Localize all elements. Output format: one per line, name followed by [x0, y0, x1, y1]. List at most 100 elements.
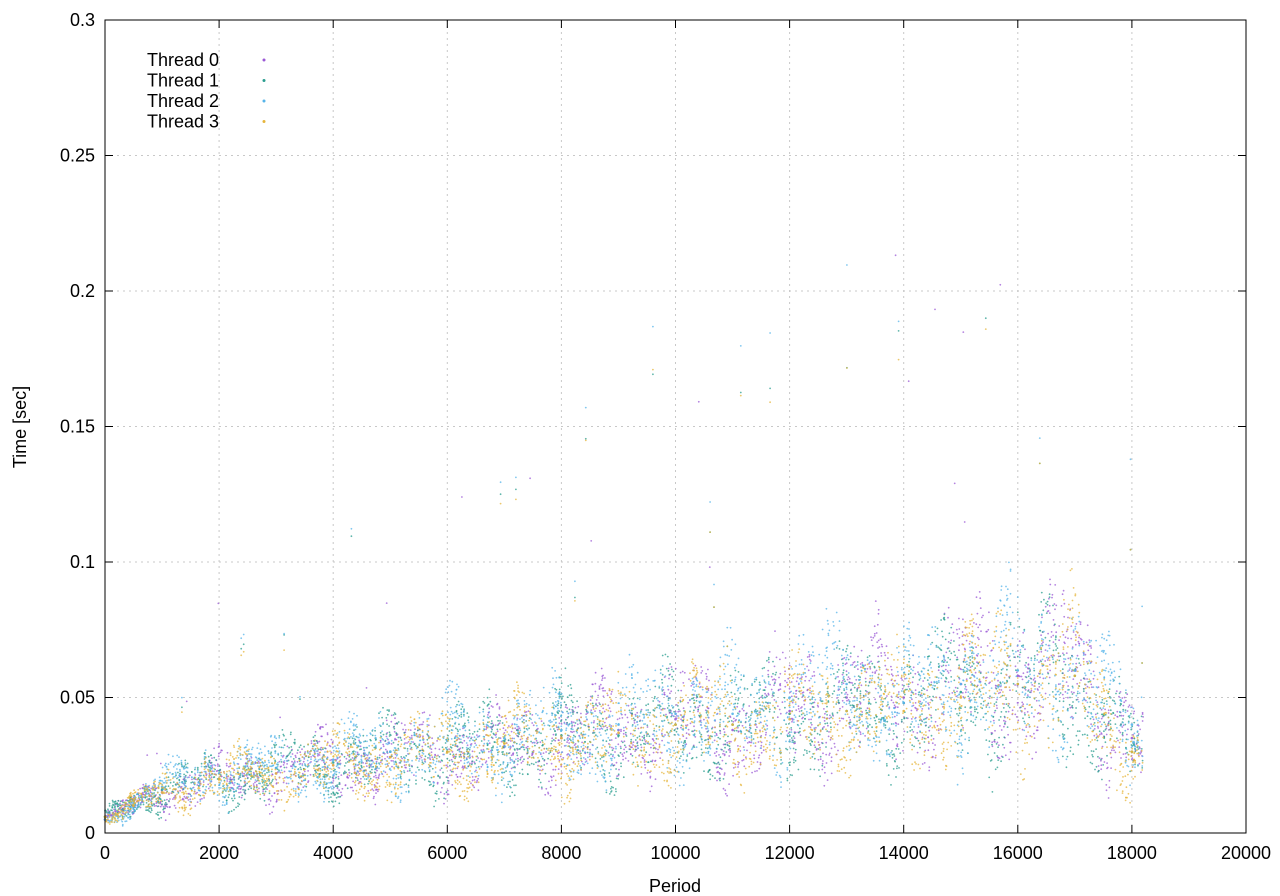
data-point	[647, 703, 650, 706]
data-point	[629, 753, 632, 756]
data-point	[317, 723, 319, 726]
data-point	[753, 754, 755, 756]
data-point	[1101, 778, 1103, 781]
data-point	[608, 746, 611, 748]
data-point	[226, 751, 229, 754]
data-point	[1033, 732, 1035, 735]
data-point	[468, 729, 471, 731]
data-point	[894, 721, 897, 724]
data-point	[698, 741, 701, 744]
data-point	[840, 692, 843, 694]
data-point	[1025, 726, 1028, 728]
data-point	[742, 703, 745, 705]
data-point	[914, 706, 917, 709]
data-point	[748, 741, 751, 743]
data-point	[961, 631, 964, 633]
data-point	[634, 713, 637, 716]
data-point	[758, 681, 761, 684]
data-point	[859, 733, 862, 736]
data-point	[139, 806, 142, 809]
data-point	[661, 673, 664, 676]
data-point	[707, 707, 710, 710]
data-point	[837, 664, 839, 666]
data-point	[581, 737, 584, 739]
data-point	[711, 775, 714, 777]
data-point	[549, 786, 552, 789]
data-point	[607, 704, 610, 707]
data-point	[299, 766, 302, 769]
data-point	[368, 766, 371, 769]
data-point	[887, 701, 889, 703]
data-point	[199, 771, 202, 774]
data-point	[658, 743, 661, 746]
data-point	[612, 747, 615, 750]
data-point	[733, 693, 736, 695]
data-point	[1112, 711, 1114, 714]
data-point	[578, 719, 581, 722]
data-point	[438, 798, 440, 800]
data-point	[1096, 701, 1099, 703]
data-point	[276, 798, 278, 801]
data-point	[675, 717, 678, 719]
data-point	[271, 811, 273, 814]
data-point	[1009, 659, 1011, 662]
data-point	[424, 755, 427, 758]
data-point	[932, 695, 934, 698]
data-point	[734, 719, 737, 722]
data-point	[263, 799, 266, 802]
data-point	[367, 782, 369, 785]
data-point	[519, 738, 522, 741]
data-point	[1062, 589, 1065, 592]
data-point	[644, 766, 647, 769]
data-point	[393, 727, 396, 730]
data-point	[948, 650, 951, 652]
data-point	[857, 655, 859, 658]
data-point	[814, 757, 816, 760]
data-point	[495, 761, 497, 764]
data-point	[407, 741, 410, 743]
data-point	[505, 717, 507, 720]
data-point	[1039, 718, 1042, 721]
data-point	[275, 800, 278, 802]
data-point	[237, 805, 240, 808]
data-point	[773, 678, 776, 681]
data-point	[1077, 743, 1080, 746]
data-point	[831, 713, 834, 716]
data-point	[604, 729, 607, 732]
data-point	[767, 692, 770, 695]
data-point	[757, 756, 760, 759]
data-point	[458, 756, 461, 758]
data-point	[1092, 750, 1095, 753]
data-point	[833, 684, 836, 687]
data-point	[927, 726, 930, 729]
data-point	[897, 651, 900, 654]
data-point	[258, 790, 260, 793]
data-point	[930, 681, 933, 684]
data-point	[910, 718, 913, 720]
data-point	[528, 764, 531, 766]
data-point	[615, 761, 618, 764]
data-point	[1009, 623, 1012, 626]
data-point	[926, 689, 928, 692]
data-point	[774, 630, 776, 632]
data-point	[278, 746, 281, 748]
data-point	[1057, 683, 1060, 686]
data-point	[543, 759, 546, 761]
data-point	[974, 724, 977, 727]
data-point	[718, 771, 721, 774]
data-point	[856, 708, 858, 710]
data-point	[993, 740, 995, 743]
data-point	[605, 791, 608, 794]
data-point	[663, 719, 666, 722]
data-point	[824, 722, 827, 725]
data-point	[643, 739, 646, 741]
data-point	[873, 625, 876, 628]
data-point	[811, 675, 814, 677]
data-point	[615, 777, 618, 780]
data-point	[661, 720, 664, 723]
data-point	[374, 729, 376, 732]
data-point	[890, 699, 893, 702]
data-point	[1089, 717, 1092, 720]
data-point	[831, 692, 834, 695]
data-point	[610, 690, 613, 693]
